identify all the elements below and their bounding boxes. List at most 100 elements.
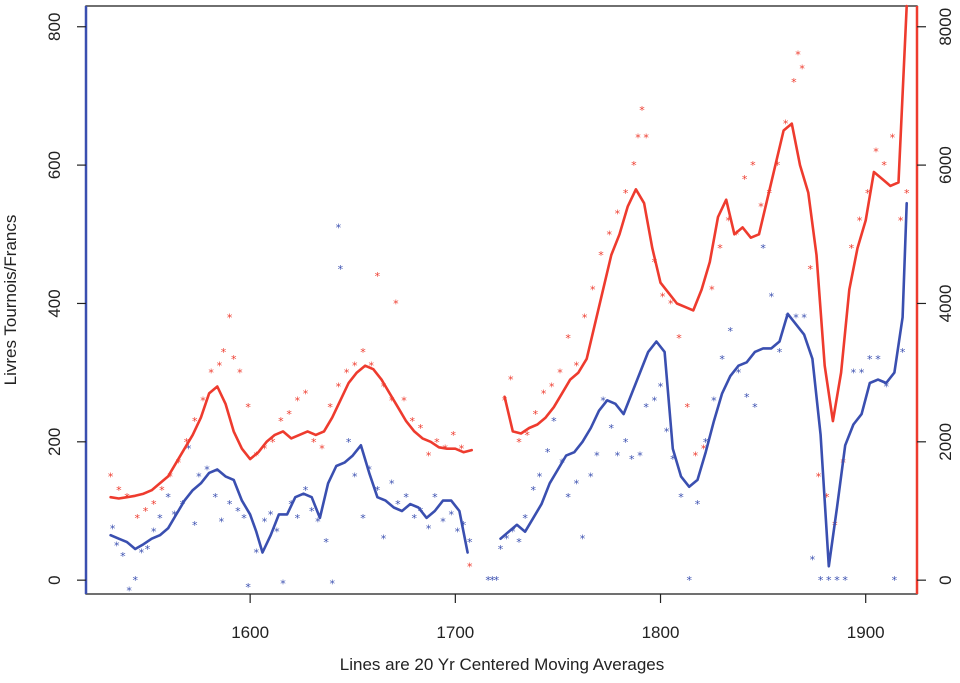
data-point-star: * — [873, 145, 879, 158]
data-point-star: * — [360, 346, 366, 359]
data-point-star: * — [810, 553, 816, 566]
x-tick-label: 1900 — [847, 623, 885, 642]
data-point-star: * — [338, 263, 344, 276]
data-point-star: * — [664, 425, 670, 438]
data-point-star: * — [711, 394, 717, 407]
data-point-star: * — [551, 415, 557, 428]
data-point-star: * — [196, 470, 202, 483]
data-point-star: * — [678, 491, 684, 504]
left-y-axis-ticks: 0 200 400 600 800 — [45, 13, 86, 585]
data-point-star: * — [793, 311, 799, 324]
data-point-star: * — [459, 443, 465, 456]
data-point-star: * — [319, 443, 325, 456]
data-point-star: * — [235, 505, 241, 518]
data-point-star: * — [157, 512, 163, 525]
data-point-star: * — [262, 515, 268, 528]
moving-average-lines-layer — [109, 4, 908, 568]
data-point-star: * — [588, 470, 594, 483]
data-point-star: * — [549, 380, 555, 393]
data-point-star: * — [703, 436, 709, 449]
data-point-star: * — [695, 498, 701, 511]
data-point-star: * — [485, 574, 491, 587]
data-point-star: * — [231, 353, 237, 366]
data-point-star: * — [600, 394, 606, 407]
data-point-star: * — [451, 429, 457, 442]
data-point-star: * — [126, 585, 132, 598]
data-point-star: * — [865, 187, 871, 200]
data-point-star: * — [151, 526, 157, 539]
data-point-star: * — [574, 477, 580, 490]
data-point-star: * — [352, 360, 358, 373]
data-point-star: * — [637, 450, 643, 463]
data-point-star: * — [686, 574, 692, 587]
data-point-star: * — [849, 242, 855, 255]
moving-average-line — [109, 4, 908, 500]
data-point-star: * — [615, 208, 621, 221]
data-point-star: * — [165, 491, 171, 504]
data-point-star: * — [816, 470, 822, 483]
data-point-star: * — [531, 484, 537, 497]
data-point-star: * — [409, 415, 415, 428]
data-point-star: * — [440, 515, 446, 528]
data-point-star: * — [643, 131, 649, 144]
data-point-star: * — [744, 391, 750, 404]
data-point-star: * — [516, 536, 522, 549]
data-point-star: * — [777, 346, 783, 359]
data-point-star: * — [151, 498, 157, 511]
data-point-star: * — [381, 533, 387, 546]
data-point-star: * — [346, 436, 352, 449]
data-point-star: * — [734, 228, 740, 241]
data-point-star: * — [904, 187, 910, 200]
data-point-star: * — [670, 453, 676, 466]
data-point-star: * — [254, 546, 260, 559]
data-point-star: * — [769, 291, 775, 304]
data-point-star: * — [537, 470, 543, 483]
data-point-star: * — [684, 401, 690, 414]
data-point-star: * — [701, 443, 707, 456]
data-point-star: * — [327, 401, 333, 414]
data-point-star: * — [120, 550, 126, 563]
data-point-star: * — [590, 284, 596, 297]
data-point-star: * — [395, 498, 401, 511]
x-axis-ticks: 1600 1700 1800 1900 — [231, 594, 885, 642]
data-point-star: * — [758, 201, 764, 214]
data-point-star: * — [455, 526, 461, 539]
data-point-star: * — [594, 450, 600, 463]
data-point-star: * — [623, 436, 629, 449]
data-point-star: * — [381, 380, 387, 393]
data-point-star: * — [785, 311, 791, 324]
data-point-star: * — [660, 291, 666, 304]
data-point-star: * — [403, 491, 409, 504]
data-point-star: * — [742, 173, 748, 186]
right-y-tick-label: 6000 — [936, 146, 955, 184]
data-point-star: * — [881, 159, 887, 172]
y-axis-title: Livres Tournois/Francs — [1, 215, 20, 386]
data-point-star: * — [467, 536, 473, 549]
left-y-tick-label: 600 — [45, 151, 64, 179]
data-point-star: * — [418, 422, 424, 435]
data-point-star: * — [110, 522, 116, 535]
right-y-tick-label: 8000 — [936, 8, 955, 46]
data-point-star: * — [344, 367, 350, 380]
data-point-star: * — [309, 505, 315, 518]
data-point-star: * — [582, 311, 588, 324]
data-point-star: * — [510, 526, 516, 539]
data-point-star: * — [278, 415, 284, 428]
data-point-star: * — [652, 394, 658, 407]
data-point-star: * — [270, 436, 276, 449]
data-point-star: * — [176, 457, 182, 470]
data-point-star: * — [709, 284, 715, 297]
data-point-star: * — [631, 159, 637, 172]
data-point-star: * — [668, 297, 674, 310]
data-point-star: * — [629, 453, 635, 466]
data-point-star: * — [389, 477, 395, 490]
data-point-star: * — [541, 387, 547, 400]
data-point-star: * — [295, 394, 301, 407]
data-point-star: * — [867, 353, 873, 366]
data-point-star: * — [900, 346, 906, 359]
data-point-star: * — [434, 436, 440, 449]
moving-average-line — [109, 201, 908, 568]
data-point-star: * — [467, 560, 473, 573]
data-point-star: * — [791, 76, 797, 89]
data-point-star: * — [842, 574, 848, 587]
